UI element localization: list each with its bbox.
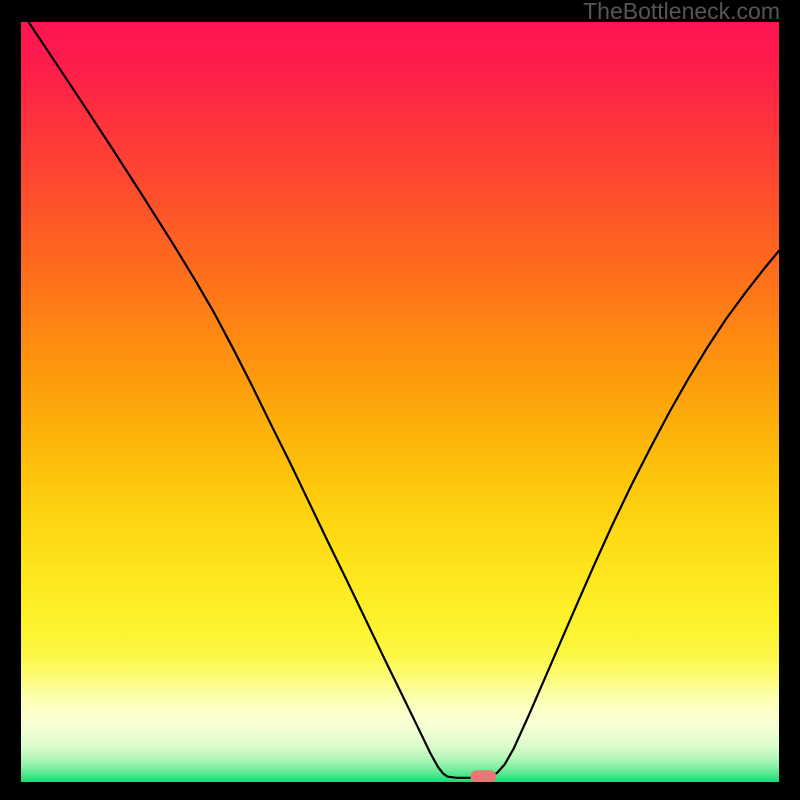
bottleneck-chart [21,22,779,782]
chart-background [21,22,779,782]
optimal-marker [470,770,496,782]
